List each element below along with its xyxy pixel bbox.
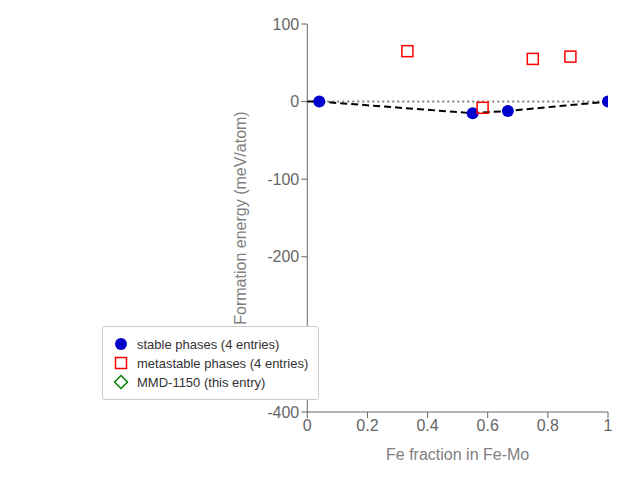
svg-text:0: 0 xyxy=(290,93,299,110)
svg-text:Fe fraction in Fe-Mo: Fe fraction in Fe-Mo xyxy=(386,446,529,463)
html-text:stable phases (4 entries): stable phases (4 entries) xyxy=(137,336,280,352)
svg-text:1: 1 xyxy=(604,417,613,434)
svg-text:-200: -200 xyxy=(267,248,299,265)
svg-text:-300: -300 xyxy=(267,326,299,343)
svg-text:-100: -100 xyxy=(267,171,299,188)
svg-text:0: 0 xyxy=(303,417,312,434)
svg-text:Formation energy (meV/atom): Formation energy (meV/atom) xyxy=(232,111,249,324)
svg-text:0.6: 0.6 xyxy=(477,417,499,434)
svg-text:100: 100 xyxy=(273,16,300,33)
html-text:metastable phases (4 entries): metastable phases (4 entries) xyxy=(137,355,309,371)
svg-text:-400: -400 xyxy=(267,404,299,421)
svg-text:0.8: 0.8 xyxy=(537,417,559,434)
html-text:MMD-1150 (this entry): MMD-1150 (this entry) xyxy=(137,374,266,390)
svg-text:0.4: 0.4 xyxy=(416,417,438,434)
svg-text:0.2: 0.2 xyxy=(356,417,378,434)
